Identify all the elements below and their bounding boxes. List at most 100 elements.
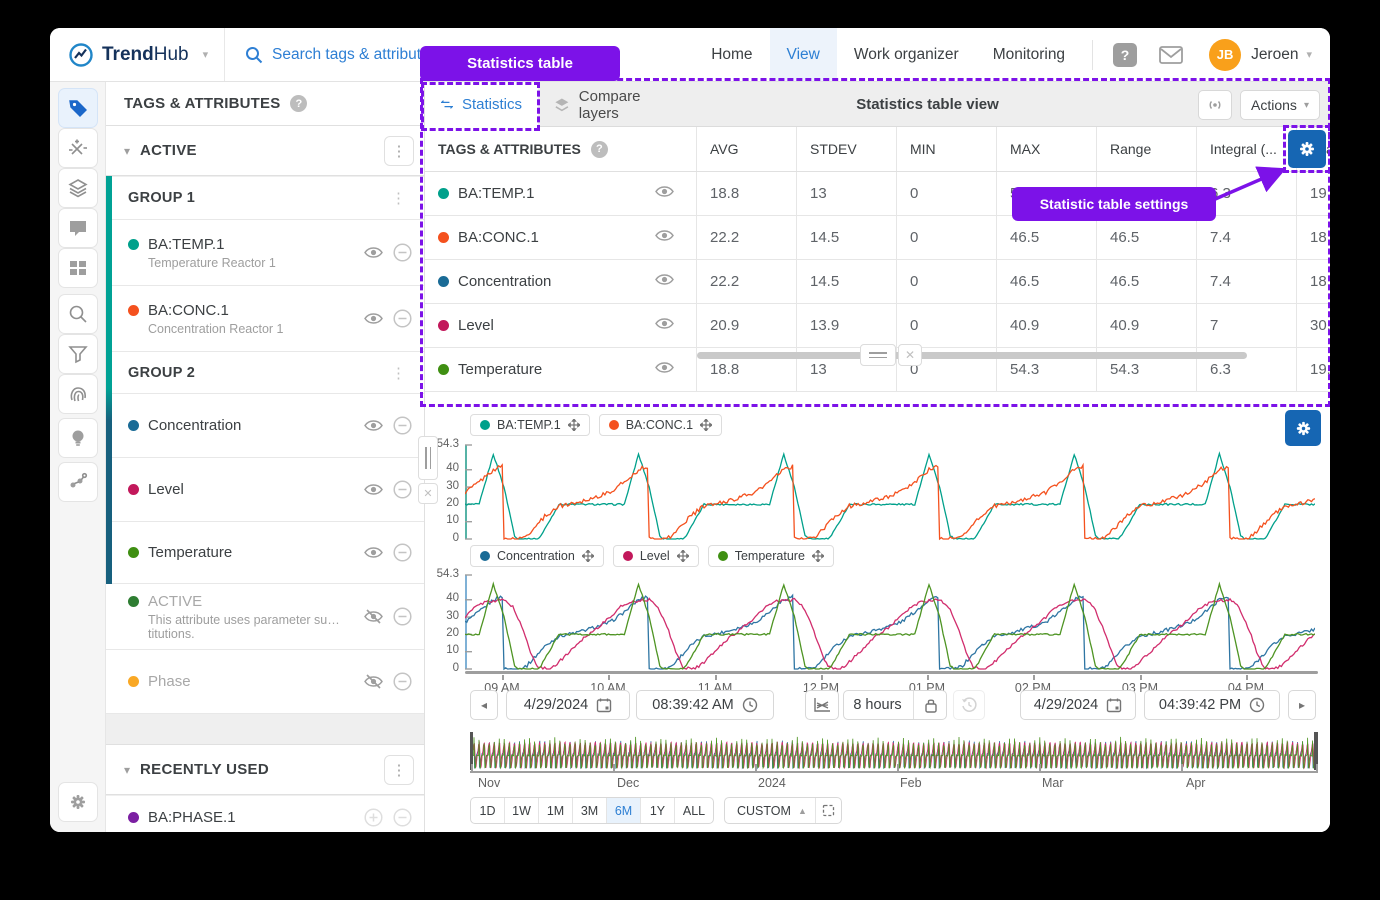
- visibility-eye-icon[interactable]: [364, 483, 383, 496]
- group2-menu-button[interactable]: ⋮: [391, 364, 406, 382]
- column-header-tags[interactable]: TAGS & ATTRIBUTES ?: [425, 127, 697, 171]
- collapse-caret-icon[interactable]: ▾: [124, 762, 131, 777]
- tag-item-active-attribute[interactable]: ACTIVE This attribute uses parameter su……: [106, 584, 424, 650]
- settings-rail-button[interactable]: [58, 782, 98, 822]
- help-circle-icon[interactable]: ?: [590, 140, 608, 158]
- move-icon[interactable]: [700, 419, 713, 431]
- column-header-max[interactable]: MAX: [997, 127, 1097, 171]
- search-input[interactable]: Search tags & attributes: [225, 46, 437, 64]
- table-row[interactable]: BA:TEMP.1 18.8 13 0 54.3 54.3 6.3 19.: [425, 172, 1330, 216]
- duration-control[interactable]: 8 hours: [843, 690, 947, 720]
- tag-item-concentration[interactable]: Concentration: [106, 394, 424, 458]
- group1-header[interactable]: GROUP 1 ⋮: [106, 177, 424, 220]
- start-date-input[interactable]: 4/29/2024: [506, 690, 630, 720]
- compare-scales-button[interactable]: [805, 690, 839, 720]
- trend-chart-2[interactable]: [465, 573, 1315, 671]
- range-1y[interactable]: 1Y: [641, 798, 675, 823]
- tab-statistics[interactable]: Statistics: [425, 82, 538, 127]
- formulas-rail-button[interactable]: [58, 128, 98, 168]
- legend-chip-batemp1[interactable]: BA:TEMP.1: [470, 414, 590, 436]
- tag-item-level[interactable]: Level: [106, 458, 424, 522]
- add-circle-icon[interactable]: [364, 807, 383, 827]
- history-button[interactable]: [953, 690, 985, 720]
- table-row[interactable]: Level 20.9 13.9 0 40.9 40.9 7 30.: [425, 304, 1330, 348]
- lock-icon[interactable]: [916, 697, 946, 713]
- column-header-integral[interactable]: Integral (...: [1197, 127, 1297, 171]
- tab-compare-layers[interactable]: Compare layers: [538, 82, 693, 127]
- horizontal-scrollbar[interactable]: [697, 352, 1247, 359]
- active-section-header[interactable]: ▾ ACTIVE ⋮: [106, 125, 424, 176]
- remove-circle-icon[interactable]: [393, 807, 412, 827]
- remove-circle-icon[interactable]: [393, 243, 412, 262]
- visibility-eye-icon[interactable]: [364, 312, 383, 325]
- remove-circle-icon[interactable]: [393, 480, 412, 499]
- nav-home[interactable]: Home: [711, 45, 753, 63]
- overview-timeline-strip[interactable]: [470, 732, 1318, 770]
- trend-chart-1[interactable]: [465, 443, 1315, 541]
- dashboard-rail-button[interactable]: [58, 248, 98, 288]
- move-icon[interactable]: [567, 419, 580, 431]
- filter-rail-button[interactable]: [58, 334, 98, 374]
- column-header-stdev[interactable]: STDEV: [797, 127, 897, 171]
- actions-button[interactable]: Actions ▾: [1240, 90, 1320, 120]
- tag-item-batemp1[interactable]: BA:TEMP.1 Temperature Reactor 1: [106, 220, 424, 286]
- remove-circle-icon[interactable]: [393, 607, 412, 626]
- visibility-eye-icon[interactable]: [655, 361, 674, 378]
- search-rail-button[interactable]: [58, 294, 98, 334]
- visibility-eye-icon[interactable]: [655, 317, 674, 334]
- move-icon[interactable]: [676, 550, 689, 562]
- visibility-off-icon[interactable]: [364, 674, 383, 689]
- step-back-button[interactable]: ◂: [470, 690, 498, 720]
- range-all[interactable]: ALL: [682, 803, 706, 818]
- legend-chip-level[interactable]: Level: [612, 545, 699, 567]
- active-section-menu-button[interactable]: ⋮: [384, 135, 414, 166]
- range-1w[interactable]: 1W: [505, 798, 539, 823]
- panel-collapse-icon[interactable]: ✕: [418, 483, 438, 504]
- move-icon[interactable]: [811, 550, 824, 562]
- app-logo[interactable]: TrendHub ▾: [50, 28, 225, 81]
- broadcast-button[interactable]: [1198, 90, 1232, 120]
- visibility-eye-icon[interactable]: [655, 273, 674, 290]
- visibility-eye-icon[interactable]: [364, 246, 383, 259]
- end-date-input[interactable]: 4/29/2024: [1020, 690, 1136, 720]
- help-circle-icon[interactable]: ?: [290, 95, 308, 112]
- visibility-off-icon[interactable]: [364, 609, 383, 624]
- scrollbar-close-icon[interactable]: ✕: [898, 344, 922, 366]
- user-menu-caret[interactable]: ▾: [1306, 49, 1312, 61]
- group1-menu-button[interactable]: ⋮: [391, 190, 406, 207]
- panel-resize-grip[interactable]: [418, 436, 438, 480]
- comments-rail-button[interactable]: [58, 208, 98, 248]
- expand-range-icon[interactable]: [814, 798, 841, 823]
- logo-dropdown-caret[interactable]: ▾: [202, 49, 209, 61]
- avatar[interactable]: JB: [1209, 38, 1242, 71]
- remove-circle-icon[interactable]: [393, 309, 412, 328]
- group2-header[interactable]: GROUP 2 ⋮: [106, 352, 424, 394]
- chart-settings-button[interactable]: [1285, 410, 1321, 446]
- visibility-eye-icon[interactable]: [655, 229, 674, 246]
- nav-monitoring[interactable]: Monitoring: [992, 45, 1066, 63]
- table-row[interactable]: Concentration 22.2 14.5 0 46.5 46.5 7.4 …: [425, 260, 1330, 304]
- nav-view[interactable]: View: [769, 28, 837, 81]
- statistics-settings-button[interactable]: [1288, 130, 1326, 168]
- column-header-min[interactable]: MIN: [897, 127, 997, 171]
- column-header-avg[interactable]: AVG: [697, 127, 797, 171]
- table-row[interactable]: BA:CONC.1 22.2 14.5 0 46.5 46.5 7.4 18.: [425, 216, 1330, 260]
- nav-work-organizer[interactable]: Work organizer: [853, 45, 959, 63]
- tag-item-baphase1[interactable]: BA:PHASE.1: [106, 796, 424, 832]
- visibility-eye-icon[interactable]: [364, 419, 383, 432]
- move-icon[interactable]: [581, 550, 594, 562]
- ideas-rail-button[interactable]: [58, 418, 98, 458]
- remove-circle-icon[interactable]: [393, 543, 412, 562]
- recently-used-menu-button[interactable]: ⋮: [384, 754, 414, 785]
- range-1d[interactable]: 1D: [471, 798, 505, 823]
- step-forward-button[interactable]: ▸: [1288, 690, 1316, 720]
- collapse-caret-icon[interactable]: ▾: [124, 143, 131, 158]
- recently-used-header[interactable]: ▾ RECENTLY USED ⋮: [106, 744, 424, 795]
- scrollbar-grip[interactable]: [860, 344, 896, 366]
- range-6m[interactable]: 6M: [607, 798, 641, 823]
- tags-rail-button[interactable]: [58, 88, 98, 128]
- start-time-input[interactable]: 08:39:42 AM: [636, 690, 774, 720]
- tag-item-baconc1[interactable]: BA:CONC.1 Concentration Reactor 1: [106, 286, 424, 352]
- end-time-input[interactable]: 04:39:42 PM: [1144, 690, 1280, 720]
- legend-chip-concentration[interactable]: Concentration: [470, 545, 604, 567]
